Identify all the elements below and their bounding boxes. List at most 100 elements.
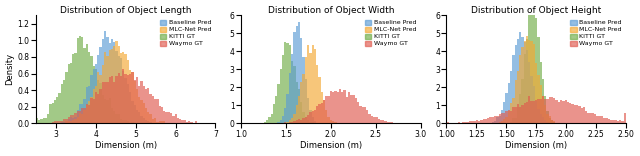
- Bar: [72, 120, 74, 123]
- Bar: [535, 63, 537, 123]
- Bar: [547, 99, 548, 123]
- Bar: [526, 39, 528, 123]
- Bar: [296, 105, 298, 123]
- Bar: [378, 119, 380, 123]
- Legend: Baseline Pred, MLC-Net Pred, KITTI GT, Waymo GT: Baseline Pred, MLC-Net Pred, KITTI GT, W…: [159, 18, 212, 48]
- Bar: [526, 51, 528, 123]
- Bar: [138, 86, 140, 123]
- Bar: [102, 95, 104, 123]
- Bar: [542, 117, 544, 123]
- Bar: [532, 101, 535, 123]
- Bar: [163, 110, 165, 123]
- Bar: [487, 118, 490, 123]
- Bar: [273, 104, 275, 123]
- Bar: [321, 92, 323, 123]
- Bar: [499, 116, 501, 123]
- Bar: [300, 120, 303, 123]
- Bar: [113, 42, 115, 123]
- Bar: [131, 72, 134, 123]
- Bar: [556, 100, 557, 123]
- Bar: [266, 120, 268, 123]
- Bar: [184, 120, 186, 123]
- Bar: [516, 104, 519, 123]
- Bar: [143, 86, 145, 123]
- Bar: [95, 92, 97, 123]
- Bar: [120, 58, 122, 123]
- Legend: Baseline Pred, MLC-Net Pred, KITTI GT, Waymo GT: Baseline Pred, MLC-Net Pred, KITTI GT, W…: [364, 18, 418, 48]
- Bar: [594, 114, 596, 123]
- Bar: [264, 122, 266, 123]
- Bar: [129, 74, 131, 123]
- Bar: [143, 103, 145, 123]
- Bar: [282, 116, 284, 123]
- Bar: [95, 69, 97, 123]
- Bar: [72, 115, 74, 123]
- Bar: [129, 92, 131, 123]
- Y-axis label: Density: Density: [6, 53, 15, 85]
- Bar: [77, 112, 79, 123]
- Bar: [143, 118, 145, 123]
- Bar: [275, 96, 277, 123]
- Bar: [608, 119, 610, 123]
- Bar: [528, 14, 531, 123]
- Bar: [97, 80, 99, 123]
- Bar: [68, 119, 70, 123]
- Bar: [373, 117, 375, 123]
- Bar: [65, 121, 68, 123]
- Bar: [321, 103, 323, 123]
- Bar: [583, 107, 585, 123]
- Bar: [88, 86, 90, 123]
- Bar: [109, 98, 111, 123]
- Bar: [307, 115, 309, 123]
- Bar: [519, 54, 522, 123]
- Bar: [293, 66, 296, 123]
- Bar: [291, 61, 293, 123]
- Bar: [115, 76, 118, 123]
- Bar: [65, 119, 68, 123]
- Bar: [120, 76, 122, 123]
- Bar: [535, 100, 537, 123]
- Bar: [131, 72, 134, 123]
- Bar: [163, 121, 165, 123]
- Bar: [337, 92, 339, 123]
- Bar: [36, 118, 38, 123]
- Bar: [124, 74, 127, 123]
- Bar: [298, 22, 300, 123]
- Bar: [309, 122, 312, 123]
- Title: Distribution of Object Length: Distribution of Object Length: [60, 6, 191, 15]
- Bar: [177, 118, 179, 123]
- Bar: [316, 106, 318, 123]
- Bar: [366, 110, 369, 123]
- Bar: [325, 96, 328, 123]
- Bar: [531, 41, 532, 123]
- Bar: [355, 98, 357, 123]
- Bar: [325, 110, 328, 123]
- Bar: [490, 117, 492, 123]
- Bar: [102, 65, 104, 123]
- Bar: [127, 84, 129, 123]
- Bar: [81, 114, 83, 123]
- Bar: [113, 111, 115, 123]
- Bar: [88, 105, 90, 123]
- Bar: [506, 93, 508, 123]
- Bar: [136, 110, 138, 123]
- Bar: [115, 114, 118, 123]
- Bar: [312, 117, 314, 123]
- Bar: [548, 116, 551, 123]
- Bar: [508, 83, 510, 123]
- Bar: [104, 82, 106, 123]
- Bar: [129, 70, 131, 123]
- Bar: [303, 112, 305, 123]
- Bar: [531, 4, 532, 123]
- Bar: [553, 122, 556, 123]
- Bar: [298, 89, 300, 123]
- Bar: [544, 96, 547, 123]
- Bar: [298, 96, 300, 123]
- Bar: [524, 41, 526, 123]
- Bar: [134, 80, 136, 123]
- Bar: [501, 121, 503, 123]
- Bar: [83, 99, 86, 123]
- Bar: [526, 102, 528, 123]
- Bar: [547, 114, 548, 123]
- Bar: [109, 50, 111, 123]
